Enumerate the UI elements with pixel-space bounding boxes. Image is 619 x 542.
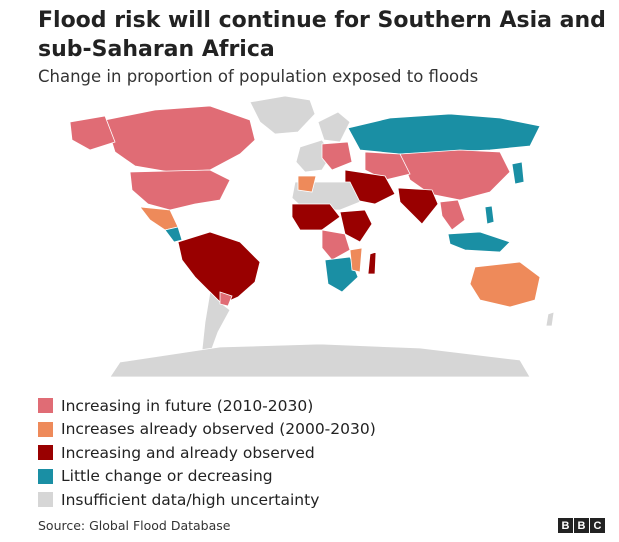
- region-indonesia: [447, 231, 511, 253]
- region-india: [397, 187, 439, 225]
- legend-label-insufficient: Insufficient data/high uncertainty: [61, 490, 320, 509]
- legend-swatch-little: [38, 468, 53, 484]
- legend-swatch-already: [38, 421, 53, 437]
- region-mexico: [139, 206, 179, 231]
- region-southern-africa: [324, 256, 359, 293]
- legend-item-little: Little change or decreasing: [38, 465, 376, 489]
- region-east-africa: [339, 209, 373, 243]
- legend-swatch-future: [38, 398, 53, 414]
- world-map: [69, 95, 555, 378]
- region-west-africa: [291, 203, 341, 231]
- region-japan: [511, 161, 525, 185]
- legend-label-already: Increases already observed (2000-2030): [61, 420, 376, 439]
- region-madagascar: [367, 251, 377, 275]
- region-south-america-north: [177, 231, 261, 305]
- region-china: [399, 149, 511, 201]
- bbc-logo: B B C: [558, 518, 605, 533]
- region-philippines: [484, 205, 495, 225]
- region-usa: [129, 169, 231, 211]
- legend-item-already: Increases already observed (2000-2030): [38, 418, 376, 442]
- legend-label-future: Increasing in future (2010-2030): [61, 396, 314, 415]
- source-note: Source: Global Flood Database: [38, 518, 231, 533]
- region-antarctica: [109, 343, 531, 378]
- legend-swatch-both: [38, 445, 53, 461]
- legend-item-both: Increasing and already observed: [38, 441, 376, 465]
- legend-label-little: Little change or decreasing: [61, 467, 273, 486]
- region-central-america: [164, 226, 183, 243]
- legend-swatch-insufficient: [38, 492, 53, 508]
- region-paraguay: [219, 291, 233, 307]
- legend-label-both: Increasing and already observed: [61, 443, 315, 462]
- legend-item-insufficient: Insufficient data/high uncertainty: [38, 488, 376, 512]
- region-central-asia: [364, 151, 411, 181]
- region-new-zealand: [545, 311, 555, 327]
- chart-title: Flood risk will continue for Southern As…: [38, 8, 606, 62]
- map-legend: Increasing in future (2010-2030) Increas…: [38, 394, 376, 512]
- region-canada: [104, 105, 256, 173]
- bbc-logo-letter: B: [558, 518, 573, 533]
- region-russia: [347, 113, 541, 155]
- region-scandinavia: [317, 111, 351, 143]
- region-australia: [469, 261, 541, 308]
- chart-subtitle: Change in proportion of population expos…: [38, 67, 479, 86]
- region-greenland: [249, 95, 316, 135]
- region-mozambique: [349, 247, 363, 273]
- region-morocco: [297, 175, 317, 193]
- region-alaska: [69, 115, 116, 151]
- bbc-logo-letter: B: [574, 518, 589, 533]
- region-europe-east: [321, 141, 353, 171]
- region-southeast-asia: [439, 199, 466, 231]
- region-central-africa: [321, 229, 351, 261]
- legend-item-future: Increasing in future (2010-2030): [38, 394, 376, 418]
- bbc-logo-letter: C: [590, 518, 605, 533]
